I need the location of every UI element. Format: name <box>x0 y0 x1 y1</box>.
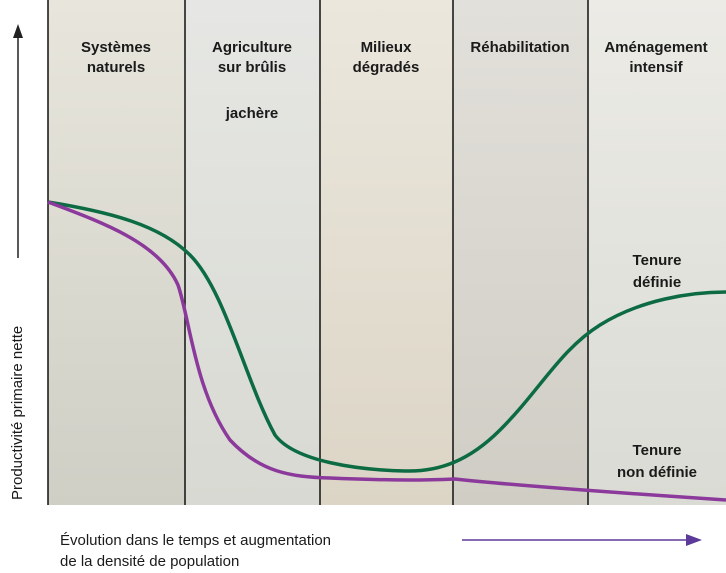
x-axis-label: de la densité de population <box>60 553 239 570</box>
diagram: Systèmes naturels Agriculture sur brûlis… <box>0 0 726 573</box>
panel-title: Réhabilitation <box>470 39 569 56</box>
panel-title: Agriculture <box>212 39 292 56</box>
panel-title: Aménagement <box>604 39 707 56</box>
panel-title: intensif <box>629 59 683 76</box>
curve-label: Tenure <box>633 252 682 269</box>
panel-note: jachère <box>225 105 279 122</box>
curve-label: non définie <box>617 464 697 481</box>
x-axis-label: Évolution dans le temps et augmentation <box>60 532 331 549</box>
y-arrow-head <box>13 24 23 38</box>
panel-title: sur brûlis <box>218 59 286 76</box>
curve-label: Tenure <box>633 442 682 459</box>
x-arrow-head <box>686 534 702 546</box>
y-axis-label: Productivité primaire nette <box>9 326 26 500</box>
panel-title: Milieux <box>361 39 413 56</box>
curve-label: définie <box>633 274 681 291</box>
panel-title: dégradés <box>353 59 420 76</box>
panel-title: naturels <box>87 59 145 76</box>
panel-title: Systèmes <box>81 39 151 56</box>
